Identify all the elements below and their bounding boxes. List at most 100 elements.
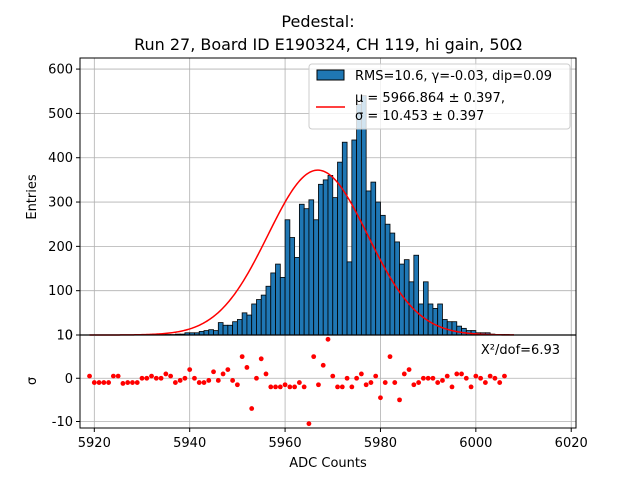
residual-point	[325, 336, 331, 342]
residual-point	[187, 367, 193, 373]
histogram-bar	[217, 322, 224, 336]
histogram-bar	[289, 237, 296, 336]
chi2-label: X²/dof=6.93	[481, 343, 560, 358]
bottom-y-tick-label: 10	[56, 329, 73, 344]
residual-point	[425, 375, 431, 381]
residual-point	[320, 362, 326, 368]
x-ticks: 5920 5940 5960 5980 6000 6020	[78, 428, 588, 451]
histogram-bar	[246, 314, 253, 336]
residual-point	[363, 382, 369, 388]
residual-point	[416, 380, 422, 385]
residual-points	[87, 336, 507, 427]
top-y-ticks: 0 100 200 300 400 500 600	[48, 63, 80, 344]
residual-point	[282, 382, 288, 388]
residual-point	[296, 380, 302, 385]
residual-point	[330, 373, 336, 379]
residual-point	[115, 373, 121, 379]
residual-point	[196, 380, 202, 385]
top-y-tick-label: 100	[48, 284, 73, 299]
histogram-bar	[422, 281, 429, 336]
histogram-bar	[427, 303, 434, 336]
histogram-bar	[213, 330, 219, 336]
residual-point	[454, 371, 460, 377]
residual-point	[358, 371, 364, 377]
x-tick-label: 6020	[555, 436, 588, 451]
legend-hist-swatch	[316, 69, 345, 81]
histogram-bar	[375, 201, 381, 336]
histogram-bar	[327, 175, 334, 336]
residual-point	[172, 380, 178, 385]
histogram-bar	[265, 285, 272, 336]
residual-point	[139, 375, 145, 381]
residual-point	[440, 378, 445, 383]
residual-point	[473, 373, 479, 379]
residual-point	[368, 380, 374, 385]
residual-point	[406, 367, 412, 373]
histogram-bar	[279, 276, 286, 336]
legend-hist-label: RMS=10.6, γ=-0.03, dip=0.09	[355, 69, 552, 84]
residual-point	[101, 380, 107, 385]
histogram-bar	[365, 190, 372, 336]
residual-point	[130, 380, 135, 385]
residual-point	[401, 371, 407, 377]
fit-curve	[89, 169, 515, 336]
residual-point	[301, 384, 307, 390]
histogram-bar	[341, 141, 348, 336]
residual-point	[316, 382, 321, 388]
residual-point	[234, 382, 240, 388]
residual-point	[335, 384, 340, 390]
residual-point	[192, 375, 197, 381]
residual-point	[110, 373, 116, 379]
histogram-bar	[208, 329, 214, 336]
histogram-bar	[432, 308, 439, 336]
residual-point	[144, 375, 150, 381]
residual-point	[459, 371, 464, 377]
bottom-axes-frame	[79, 334, 577, 429]
residual-point	[134, 380, 140, 385]
histogram-bar	[437, 303, 443, 336]
top-y-tick-label: 400	[48, 151, 73, 166]
residual-point	[387, 354, 393, 360]
residual-point	[487, 373, 493, 379]
top-y-label: Entries	[25, 174, 40, 220]
residual-point	[239, 354, 245, 360]
residual-point	[182, 375, 188, 381]
residual-point	[258, 356, 264, 362]
residual-point	[254, 375, 259, 381]
residual-point	[91, 380, 97, 385]
residual-point	[287, 384, 293, 390]
residual-point	[153, 375, 159, 381]
histogram-bar	[370, 181, 377, 336]
residual-point	[120, 381, 126, 386]
residual-point	[435, 380, 441, 385]
chart-title-line1: Pedestal:	[281, 12, 354, 31]
histogram-bar	[380, 214, 386, 336]
residual-point	[502, 373, 507, 379]
residual-point	[211, 369, 216, 375]
histogram-bar	[446, 321, 453, 336]
residual-point	[497, 380, 503, 385]
residual-point	[201, 380, 207, 385]
residual-point	[373, 373, 379, 379]
residual-point	[277, 384, 283, 390]
residual-point	[411, 382, 417, 388]
histogram-bar	[322, 179, 329, 336]
legend-box	[308, 63, 571, 130]
residual-point	[87, 373, 92, 379]
histogram-bar	[251, 303, 257, 336]
residual-point	[397, 397, 402, 403]
histogram-bars	[160, 95, 510, 336]
residual-point	[306, 421, 312, 427]
histogram-bar	[241, 312, 248, 336]
histogram-bar	[227, 324, 234, 336]
top-y-tick-label: 200	[48, 240, 73, 255]
residual-point	[177, 378, 183, 383]
histogram-bar	[403, 259, 410, 336]
residual-point	[354, 375, 360, 381]
histogram-bar	[284, 219, 291, 336]
residual-point	[125, 380, 131, 385]
top-y-tick-label: 600	[48, 63, 73, 78]
x-tick-label: 6000	[459, 436, 492, 451]
